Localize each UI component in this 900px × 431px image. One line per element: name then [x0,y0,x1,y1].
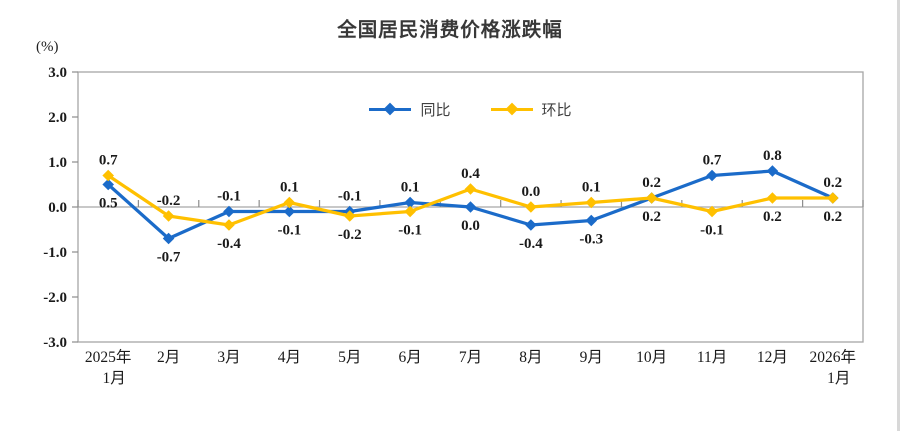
legend-label-mom: 环比 [541,101,572,119]
x-axis-category-label: 1月 [103,370,126,387]
data-point-marker [404,196,416,209]
data-point-marker [162,210,175,222]
data-point-label: 0.2 [642,175,661,191]
data-point-marker [223,205,235,218]
y-axis-tick-label: -2.0 [43,290,67,306]
yoy-line-swatch [369,103,412,116]
data-point-marker [404,205,416,218]
data-point-label: 0.4 [461,166,480,182]
data-point-marker [283,205,296,218]
data-point-label: 0.1 [280,180,299,196]
y-axis-tick-label: 0.0 [48,200,67,216]
y-axis-tick-label: -3.0 [43,335,67,351]
x-axis-category-label: 9月 [580,349,603,366]
data-point-marker [102,169,114,182]
x-axis-category-label: 5月 [338,349,361,366]
data-point-label: 0.1 [582,180,601,196]
legend-item-yoy[interactable]: 同比 [369,99,451,120]
data-point-label: 0.1 [401,180,420,196]
data-point-marker [223,219,235,231]
x-axis-category-label: 11月 [697,349,727,366]
data-point-marker [464,183,477,195]
chart-legend: 同比 环比 [78,99,863,120]
data-point-label: 0.8 [763,148,782,164]
diamond-marker-icon [505,103,518,116]
data-point-label: 0.2 [763,209,782,225]
mom-line-swatch [490,103,533,116]
x-axis-category-label: 2025年 [85,348,132,366]
data-point-marker [766,165,779,177]
x-axis-category-label: 3月 [217,349,240,366]
data-point-marker [343,210,356,222]
data-point-label: 0.2 [642,209,661,225]
data-point-marker [706,205,718,218]
legend-label-yoy: 同比 [420,101,451,119]
data-point-marker [283,196,296,209]
y-axis-unit-label: (%) [36,39,59,55]
data-point-label: 0.2 [823,209,842,225]
x-axis-category-label: 4月 [278,349,301,366]
data-point-label: -0.2 [157,193,181,209]
diamond-marker-icon [384,103,397,116]
data-point-marker [827,192,839,204]
data-point-label: 0.7 [703,153,722,169]
data-point-label: -0.1 [338,189,362,205]
right-edge-divider [897,0,900,431]
data-point-label: -0.7 [157,250,181,266]
x-axis-category-label: 12月 [757,349,788,366]
x-axis-category-label: 10月 [636,349,667,366]
data-point-label: -0.1 [217,189,241,205]
data-point-label: 0.0 [461,218,480,234]
x-axis-category-label: 2026年 [810,348,857,366]
data-point-marker [525,201,537,213]
x-axis-category-label: 6月 [398,349,421,366]
x-axis-category-label: 7月 [459,349,482,366]
data-point-marker [645,192,658,204]
data-point-label: -0.4 [217,236,241,252]
data-point-marker [766,192,779,204]
data-point-label: -0.1 [700,223,724,239]
data-point-marker [585,196,598,209]
data-point-label: -0.4 [519,236,543,252]
data-point-marker [706,169,718,182]
data-point-label: 0.0 [522,184,541,200]
data-point-marker [162,232,175,245]
data-point-label: -0.2 [338,227,362,243]
y-axis-tick-label: -1.0 [43,245,67,261]
legend-item-mom[interactable]: 环比 [490,99,572,120]
x-axis-category-label: 2月 [157,349,180,366]
y-axis-tick-label: 1.0 [48,155,67,171]
data-point-marker [102,178,114,191]
x-axis-category-label: 8月 [519,349,542,366]
data-point-marker [464,201,477,213]
chart-title: 全国居民消费价格涨跌幅 [337,18,563,41]
x-axis-category-label: 1月 [827,370,850,387]
data-point-marker [525,219,537,231]
data-point-label: -0.1 [398,223,422,239]
y-axis-tick-label: 3.0 [48,65,67,81]
data-point-label: 0.5 [99,196,118,212]
data-point-marker [585,214,598,227]
data-point-label: -0.3 [579,232,603,248]
data-point-label: 0.2 [823,175,842,191]
y-axis-tick-label: 2.0 [48,110,67,126]
data-point-label: -0.1 [277,223,301,239]
data-point-label: 0.7 [99,153,118,169]
